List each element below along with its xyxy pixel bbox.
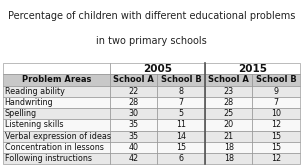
Bar [252, 119, 300, 131]
Bar [205, 119, 252, 131]
Text: 15: 15 [271, 143, 281, 152]
Text: 15: 15 [271, 132, 281, 141]
Bar [3, 142, 110, 153]
Bar [3, 86, 110, 97]
Text: School A: School A [113, 76, 154, 84]
Bar [158, 119, 205, 131]
Text: 7: 7 [179, 98, 184, 107]
Bar [158, 131, 205, 142]
Bar [158, 153, 205, 164]
Bar [205, 153, 252, 164]
Text: in two primary schools: in two primary schools [96, 36, 207, 46]
Bar [110, 153, 158, 164]
Text: 9: 9 [274, 87, 279, 96]
Bar [252, 74, 300, 86]
Text: 28: 28 [224, 98, 234, 107]
Bar [110, 97, 158, 108]
Text: 23: 23 [224, 87, 234, 96]
Bar [3, 74, 110, 86]
Bar [158, 142, 205, 153]
Text: 35: 35 [128, 132, 139, 141]
Bar [158, 74, 205, 86]
Bar [252, 131, 300, 142]
Text: 18: 18 [224, 154, 234, 163]
Text: 15: 15 [176, 143, 186, 152]
Bar [3, 119, 110, 131]
Bar [110, 142, 158, 153]
Text: Problem Areas: Problem Areas [22, 76, 91, 84]
Bar [158, 108, 205, 119]
Text: 8: 8 [179, 87, 184, 96]
Bar [252, 86, 300, 97]
Bar [3, 153, 110, 164]
Text: Concentration in lessons: Concentration in lessons [5, 143, 103, 152]
Text: 20: 20 [224, 121, 234, 129]
Bar [3, 63, 110, 74]
Bar [3, 131, 110, 142]
Bar [158, 86, 205, 97]
Text: Reading ability: Reading ability [5, 87, 65, 96]
Bar [110, 131, 158, 142]
Bar [110, 119, 158, 131]
Text: 2005: 2005 [143, 64, 172, 74]
Text: 22: 22 [128, 87, 139, 96]
Text: 5: 5 [179, 109, 184, 118]
Bar [252, 108, 300, 119]
Bar [205, 97, 252, 108]
Bar [3, 97, 110, 108]
Text: School B: School B [161, 76, 201, 84]
Text: 28: 28 [128, 98, 139, 107]
Bar [3, 108, 110, 119]
Bar [205, 142, 252, 153]
Bar [205, 86, 252, 97]
Text: 12: 12 [271, 121, 281, 129]
Text: 10: 10 [271, 109, 281, 118]
Text: 18: 18 [224, 143, 234, 152]
Bar [252, 142, 300, 153]
Text: Verbal expression of ideas: Verbal expression of ideas [5, 132, 111, 141]
Text: 40: 40 [129, 143, 139, 152]
Text: 25: 25 [224, 109, 234, 118]
Text: 14: 14 [176, 132, 186, 141]
Text: Percentage of children with different educational problems: Percentage of children with different ed… [8, 11, 295, 21]
Text: Spelling: Spelling [5, 109, 37, 118]
Bar [252, 97, 300, 108]
Bar [110, 74, 158, 86]
Bar [110, 108, 158, 119]
Bar [158, 97, 205, 108]
Text: 35: 35 [128, 121, 139, 129]
Text: Listening skills: Listening skills [5, 121, 63, 129]
Bar [252, 153, 300, 164]
Text: School B: School B [256, 76, 297, 84]
Bar [110, 63, 205, 74]
Text: 2015: 2015 [238, 64, 267, 74]
Text: 30: 30 [129, 109, 139, 118]
Text: Handwriting: Handwriting [5, 98, 53, 107]
Bar [205, 131, 252, 142]
Text: 21: 21 [224, 132, 234, 141]
Text: 6: 6 [179, 154, 184, 163]
Bar [205, 108, 252, 119]
Text: 11: 11 [176, 121, 186, 129]
Text: 12: 12 [271, 154, 281, 163]
Bar [110, 86, 158, 97]
Text: School A: School A [208, 76, 249, 84]
Text: 42: 42 [128, 154, 139, 163]
Bar [205, 74, 252, 86]
Text: 7: 7 [274, 98, 279, 107]
Text: Following instructions: Following instructions [5, 154, 92, 163]
Bar [205, 63, 300, 74]
